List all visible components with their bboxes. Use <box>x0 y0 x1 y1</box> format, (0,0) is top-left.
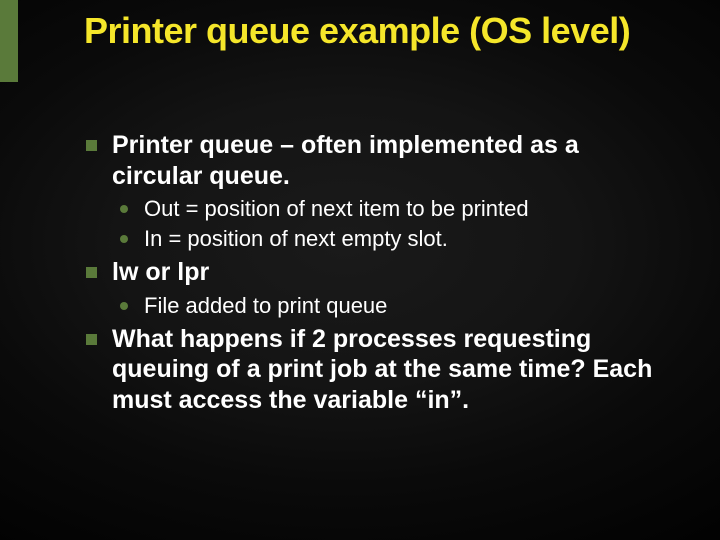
bullet-l2: File added to print queue <box>116 292 664 320</box>
slide-body: Printer queue – often implemented as a c… <box>84 130 664 419</box>
bullet-l2: In = position of next empty slot. <box>116 225 664 253</box>
bullet-l1: Printer queue – often implemented as a c… <box>84 130 664 191</box>
bullet-l2: Out = position of next item to be printe… <box>116 195 664 223</box>
slide: Printer queue example (OS level) Printer… <box>0 0 720 540</box>
accent-bar <box>0 0 18 82</box>
bullet-l1: What happens if 2 processes requesting q… <box>84 324 664 416</box>
bullet-l1: lw or lpr <box>84 257 664 288</box>
slide-title: Printer queue example (OS level) <box>84 12 644 51</box>
